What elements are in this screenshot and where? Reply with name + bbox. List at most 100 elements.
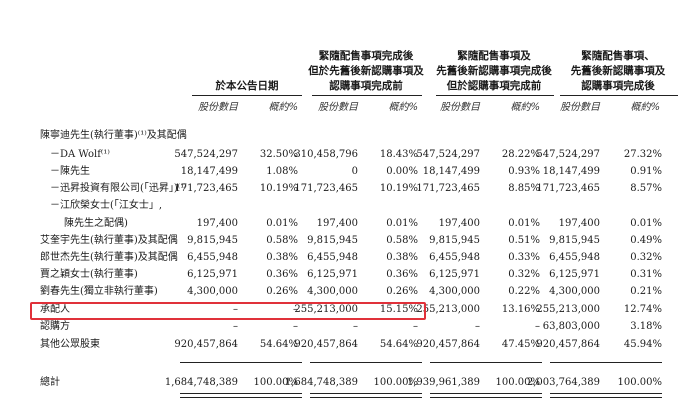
percent-cell: 0.38% (386, 252, 418, 263)
shares-cell: 920,457,864 (174, 339, 238, 350)
table-row: －江欣榮女士(「江女士」, (0, 199, 687, 213)
row-label: 其他公眾股東 (40, 339, 100, 350)
percent-cell: 0.49% (630, 235, 662, 246)
shares-cell: 547,524,297 (174, 149, 238, 160)
row-label: 承配人 (40, 304, 70, 315)
subheader-shares: 股份數目 (560, 102, 600, 113)
shares-cell: 171,723,465 (294, 183, 358, 194)
shares-cell: 6,125,971 (187, 269, 238, 280)
percent-cell: 18.43% (379, 149, 418, 160)
shares-cell: – (233, 321, 238, 332)
row-label: 陳寧迪先生(執行董事)⁽¹⁾及其配偶 (40, 130, 187, 141)
percent-cell: 12.74% (623, 304, 662, 315)
header-after-topup: 緊隨配售事項及 先舊後新認購事項完成後 但於認購事項完成前 (436, 50, 552, 92)
percent-cell: 0.31% (630, 269, 662, 280)
shares-cell: 4,300,000 (187, 286, 238, 297)
subheader-pct: 概約% (510, 102, 540, 113)
percent-cell: 54.64% (259, 339, 298, 350)
percent-cell: 45.94% (623, 339, 662, 350)
percent-cell: 0.58% (386, 235, 418, 246)
table-row: －DA Wolf⁽¹⁾ 547,524,297 32.50% 310,458,796 1… (0, 148, 687, 162)
table-row: 承配人 – –255,213,000 15.15% 255,213,000 13.16% 2… (0, 303, 687, 317)
percent-cell: 0.51% (508, 235, 540, 246)
percent-cell: 0.36% (386, 269, 418, 280)
shares-cell: 6,455,948 (187, 252, 238, 263)
percent-cell: 0.36% (266, 269, 298, 280)
shares-cell: 9,815,945 (307, 235, 358, 246)
percent-cell: 1.08% (266, 166, 298, 177)
percent-cell: 0.38% (266, 252, 298, 263)
row-label: 認購方 (40, 321, 70, 332)
shares-cell: – (475, 321, 480, 332)
total-value: 100.00% (495, 377, 541, 388)
shares-cell: 63,803,000 (542, 321, 600, 332)
percent-cell: 15.15% (379, 304, 418, 315)
subheader-pct: 概約% (268, 102, 298, 113)
table-row: 劉春先生(獨立非執行董事) 4,300,000 0.26% 4,300,000 0.26… (0, 285, 687, 299)
shares-cell: 9,815,945 (429, 235, 480, 246)
shares-cell: 9,815,945 (187, 235, 238, 246)
percent-cell: 0.01% (630, 218, 662, 229)
shares-cell: 0 (351, 166, 358, 177)
table-row: 郎世杰先生(執行董事)及其配偶 6,455,948 0.38% 6,455,948 0.… (0, 251, 687, 265)
shares-cell: 6,455,948 (549, 252, 600, 263)
total-value: 2,003,764,389 (526, 377, 600, 388)
shares-cell: 4,300,000 (549, 286, 600, 297)
percent-cell: 0.01% (508, 218, 540, 229)
row-label: －迅昇投資有限公司(「迅昇」)⁽¹⁾ (50, 183, 187, 194)
percent-cell: 0.00% (386, 166, 418, 177)
subheader-pct: 概約% (630, 102, 660, 113)
total-value: 100.00% (373, 377, 419, 388)
percent-cell: – (293, 321, 298, 332)
percent-cell: 47.45% (501, 339, 540, 350)
total-row: 總計 1,684,748,389 100.00% 1,684,748,389 1… (0, 376, 687, 390)
subheader-shares: 股份數目 (198, 102, 238, 113)
percent-cell: – (413, 321, 418, 332)
shares-cell: 18,147,499 (180, 166, 238, 177)
shares-cell: 255,213,000 (416, 304, 480, 315)
row-label: 劉春先生(獨立非執行董事) (40, 286, 158, 297)
shares-cell: 9,815,945 (549, 235, 600, 246)
percent-cell: 10.19% (379, 183, 418, 194)
table-row: 認購方 – – – – – –63,803,000 3.18% (0, 320, 687, 334)
percent-cell: – (535, 321, 540, 332)
percent-cell: – (293, 304, 298, 315)
header-underline (192, 95, 302, 96)
row-label: －江欣榮女士(「江女士」, (50, 200, 163, 211)
total-value: 100.00% (617, 377, 663, 388)
total-value: 1,684,748,389 (284, 377, 358, 388)
shares-cell: 171,723,465 (174, 183, 238, 194)
table-row: 賈之穎女士(執行董事) 6,125,971 0.36% 6,125,971 0.36% 6… (0, 268, 687, 282)
header-underline (312, 95, 422, 96)
total-value: 1,939,961,389 (406, 377, 480, 388)
shares-cell: – (233, 304, 238, 315)
subheader-pct: 概約% (388, 102, 418, 113)
percent-cell: 0.21% (630, 286, 662, 297)
percent-cell: 8.57% (630, 183, 662, 194)
shares-cell: 6,455,948 (429, 252, 480, 263)
percent-cell: 0.22% (508, 286, 540, 297)
table-row: 陳寧迪先生(執行董事)⁽¹⁾及其配偶 (0, 129, 687, 143)
percent-cell: 10.19% (259, 183, 298, 194)
percent-cell: 0.33% (508, 252, 540, 263)
subtotal-line (310, 362, 422, 363)
shares-cell: – (353, 321, 358, 332)
shares-cell: 547,524,297 (536, 149, 600, 160)
highlight-box (30, 302, 426, 320)
shares-cell: 6,125,971 (549, 269, 600, 280)
percent-cell: 0.01% (386, 218, 418, 229)
total-value: 100.00% (253, 377, 299, 388)
row-label: 陳先生之配偶) (64, 218, 128, 229)
header-current: 於本公告日期 (215, 80, 279, 92)
row-label: 賈之穎女士(執行董事) (40, 269, 138, 280)
shares-cell: 255,213,000 (536, 304, 600, 315)
shares-cell: 4,300,000 (307, 286, 358, 297)
percent-cell: 0.01% (266, 218, 298, 229)
header-after-subscription: 緊隨配售事項、 先舊後新認購事項及 認購事項完成後 (570, 50, 666, 92)
total-double-line (180, 393, 302, 398)
table-row: 其他公眾股東 920,457,864 54.64% 920,457,864 54.64%… (0, 338, 687, 352)
table-row: 陳先生之配偶) 197,400 0.01% 197,400 0.01% 197,400 0.… (0, 217, 687, 231)
percent-cell: 28.22% (501, 149, 540, 160)
shares-cell: 920,457,864 (416, 339, 480, 350)
